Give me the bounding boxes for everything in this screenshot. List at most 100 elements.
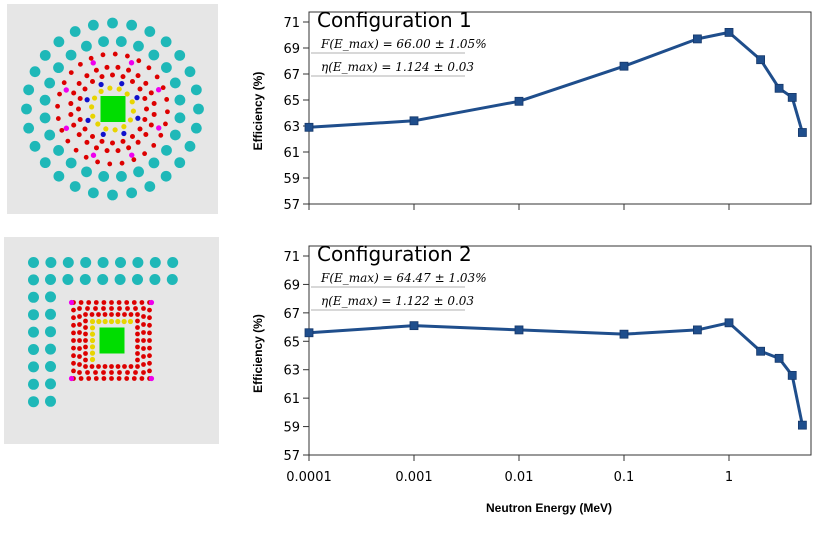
- detector-cyan: [28, 361, 39, 373]
- detector-red: [77, 95, 83, 101]
- detector-red: [126, 67, 132, 73]
- detector-red: [164, 97, 170, 102]
- data-point: [724, 27, 734, 37]
- detector-cyan: [190, 122, 202, 134]
- detector-magenta: [68, 375, 75, 382]
- detector-red: [77, 362, 82, 367]
- detector-red: [160, 85, 166, 91]
- detector-cyan: [87, 187, 99, 199]
- detector-cyan: [126, 187, 138, 199]
- detector-red: [147, 315, 152, 321]
- detector-red: [83, 344, 88, 350]
- detector-red: [96, 364, 101, 369]
- detector-blue: [134, 95, 140, 101]
- detector-red: [86, 376, 92, 381]
- detector-cyan: [116, 171, 127, 182]
- detector-red: [55, 103, 60, 109]
- detector-yellow: [115, 318, 121, 325]
- detector-red: [93, 306, 98, 311]
- y-tick-label: 63: [283, 120, 300, 135]
- detector-red: [151, 142, 157, 148]
- detector-cyan: [65, 49, 77, 61]
- detector-red: [107, 161, 113, 167]
- detector-cyan: [144, 181, 156, 192]
- detector-red: [115, 312, 121, 317]
- detector-red: [77, 330, 82, 335]
- detector-cyan: [53, 36, 65, 48]
- detector-red: [109, 306, 114, 311]
- detector-cyan: [39, 49, 51, 61]
- detector-cyan: [80, 257, 92, 268]
- detector-red: [142, 117, 148, 123]
- detector-red: [122, 364, 127, 369]
- detector-red: [71, 353, 76, 359]
- detector-yellow: [89, 325, 96, 331]
- detector-red: [135, 139, 141, 145]
- detector-red: [84, 139, 90, 145]
- detector-cyan: [160, 170, 172, 182]
- detector-cyan: [62, 257, 74, 268]
- detector-red: [93, 376, 99, 381]
- y-tick-label: 71: [283, 16, 300, 31]
- detector-red: [115, 364, 121, 369]
- detector-red: [93, 145, 99, 151]
- y-tick-label: 61: [283, 392, 300, 407]
- detector-red: [141, 370, 146, 375]
- detector-red: [83, 154, 89, 160]
- detector-yellow: [98, 88, 104, 94]
- y-axis-label: Efficiency (%): [251, 314, 265, 393]
- detector-cyan: [53, 145, 64, 156]
- detector-red: [83, 338, 88, 343]
- y-tick-label: 67: [283, 68, 300, 83]
- detector-cyan: [39, 157, 51, 169]
- detector-cyan: [62, 274, 74, 285]
- detector-cyan: [98, 171, 110, 182]
- detector-red: [122, 312, 127, 317]
- annotation-text: F(E_max) = 64.47 ± 1.03%: [320, 271, 487, 285]
- detector-yellow: [127, 117, 134, 123]
- x-tick-label: 1: [725, 470, 733, 485]
- data-point: [409, 321, 419, 331]
- detector-cyan: [45, 361, 56, 372]
- detector-red: [147, 338, 152, 343]
- detector-red: [135, 357, 140, 363]
- detector-cyan: [45, 257, 57, 268]
- detector-cyan: [174, 157, 186, 169]
- detector-red: [77, 117, 83, 123]
- detector-red: [112, 51, 118, 57]
- detector-yellow: [116, 86, 122, 92]
- detector-cyan: [107, 189, 118, 201]
- detector-red: [76, 106, 81, 112]
- annotation-text: η(E_max) = 1.124 ± 0.03: [321, 60, 474, 74]
- chart-configuration-1: 57 59 61 63 65 67 69 71 Efficiency (%) Configurat…: [251, 8, 812, 213]
- detector-red: [100, 52, 106, 58]
- detector-red: [125, 370, 130, 375]
- detector-cyan: [114, 274, 126, 285]
- data-point: [774, 353, 784, 363]
- detector-cyan: [144, 26, 156, 37]
- core-block: [99, 327, 125, 354]
- detector-yellow: [90, 113, 96, 119]
- detector-yellow: [129, 99, 135, 105]
- detector-cyan: [28, 309, 39, 321]
- detector-red: [83, 318, 88, 324]
- y-tick-label: 67: [283, 307, 300, 322]
- detector-magenta: [148, 375, 155, 382]
- detector-cyan: [21, 103, 32, 115]
- y-tick-label: 69: [283, 278, 300, 293]
- detector-red: [71, 368, 76, 374]
- y-tick-label: 65: [283, 335, 300, 350]
- data-point: [514, 96, 524, 106]
- detector-cyan: [133, 40, 144, 52]
- detector-red: [141, 338, 146, 343]
- data-point: [774, 83, 784, 93]
- detector-red: [109, 312, 114, 317]
- series-line: [308, 321, 804, 426]
- data-point: [787, 370, 797, 380]
- detector-red: [109, 364, 114, 369]
- detector-cyan: [23, 84, 35, 96]
- detector-yellow: [89, 318, 96, 325]
- detector-red: [120, 74, 126, 80]
- detector-red: [109, 300, 114, 305]
